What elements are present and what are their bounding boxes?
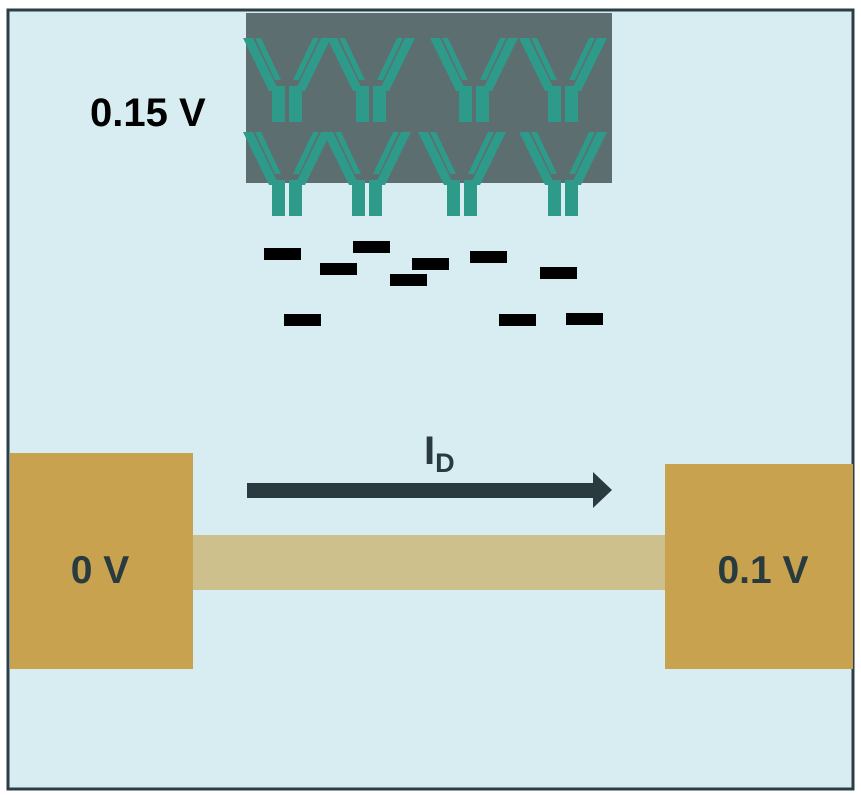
gate-voltage-label: 0.15 V	[90, 91, 206, 135]
negative-charge-icon	[264, 248, 301, 260]
negative-charge-icon	[353, 241, 390, 253]
arrow-right-icon	[247, 472, 612, 508]
source-electrode	[10, 453, 193, 669]
negative-charge-icon	[470, 251, 507, 263]
drain-electrode	[665, 464, 853, 669]
source-voltage-label: 0 V	[71, 549, 130, 592]
drain-current-label: ID	[424, 429, 455, 478]
semiconductor-channel	[192, 535, 666, 590]
negative-charge-icon	[540, 267, 577, 279]
negative-charge-icon	[412, 258, 449, 270]
charge-layer	[264, 241, 603, 326]
negative-charge-icon	[284, 314, 321, 326]
negative-charge-icon	[499, 314, 536, 326]
drain-voltage-label: 0.1 V	[717, 549, 808, 592]
negative-charge-icon	[390, 274, 427, 286]
negative-charge-icon	[320, 263, 357, 275]
drain-current-subscript: D	[435, 448, 455, 478]
negative-charge-icon	[566, 313, 603, 325]
drain-current-symbol: I	[424, 429, 435, 473]
